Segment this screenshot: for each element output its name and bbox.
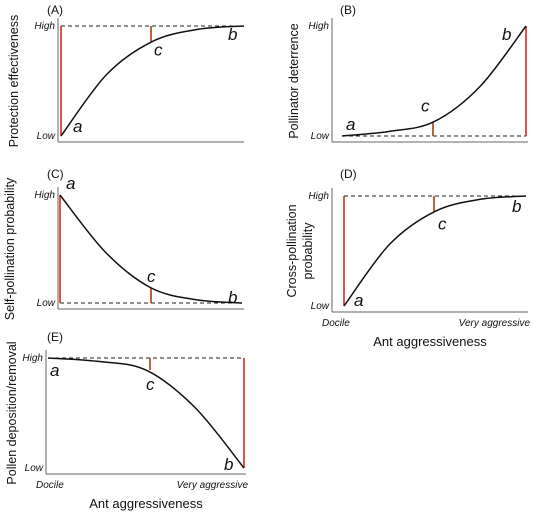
x-axis-label: Ant aggressiveness <box>89 496 203 511</box>
y-tick-label: High <box>34 190 55 201</box>
point-label-a: a <box>66 174 75 193</box>
x-axis-label: Ant aggressiveness <box>373 334 487 349</box>
x-tick-label: Docile <box>322 318 350 329</box>
y-tick-label: High <box>308 21 329 32</box>
panel-2: (B) High Low Pollinator deterrence a c b <box>287 3 528 143</box>
panel-label: (D) <box>340 167 357 181</box>
y-tick-label: High <box>34 21 55 32</box>
y-axis-label: Pollinator deterrence <box>287 23 301 138</box>
y-axis-label: Pollen deposition/removal <box>5 341 19 484</box>
point-label-c: c <box>154 40 163 59</box>
point-label-a: a <box>50 361 59 380</box>
y-tick-label: High <box>308 191 329 202</box>
panel-3: (C) High Low Self-pollination probability a c… <box>3 167 244 320</box>
panel-4: (D) High Low Cross-pollination probability a c… <box>285 167 530 349</box>
y-tick-label: Low <box>37 298 56 309</box>
point-label-b: b <box>224 455 233 474</box>
series-line <box>343 195 527 307</box>
series-line <box>59 194 243 304</box>
y-tick-label: Low <box>311 131 330 142</box>
y-axis-label: Cross-pollination <box>285 204 299 297</box>
point-label-c: c <box>146 375 155 394</box>
panel-label: (B) <box>340 3 356 17</box>
y-tick-label: High <box>22 353 43 364</box>
y-tick-label: Low <box>25 463 44 474</box>
series-line <box>341 25 527 137</box>
y-tick-label: Low <box>311 301 330 312</box>
series-line <box>47 357 245 469</box>
x-tick-label: Docile <box>36 480 64 491</box>
point-label-c: c <box>147 267 156 286</box>
x-tick-label: Very aggressive <box>177 480 249 491</box>
panel-1: (A) High Low Protection effectiveness a c b <box>7 3 245 147</box>
y-axis-label: probability <box>301 222 315 280</box>
y-axis-label: Protection effectiveness <box>7 15 21 147</box>
point-label-a: a <box>354 291 363 310</box>
point-label-b: b <box>228 288 237 307</box>
point-label-a: a <box>73 117 82 136</box>
point-label-a: a <box>346 115 355 134</box>
point-label-c: c <box>421 97 430 116</box>
panel-label: (C) <box>47 167 64 181</box>
panel-5: (E) High Low Pollen deposition/removal a c b Do… <box>5 330 248 511</box>
point-label-b: b <box>502 25 511 44</box>
panel-label: (A) <box>47 3 63 17</box>
y-axis-label: Self-pollination probability <box>3 177 17 320</box>
x-tick-label: Very aggressive <box>459 318 531 329</box>
series-line <box>60 25 245 137</box>
y-tick-label: Low <box>37 131 56 142</box>
point-label-b: b <box>228 25 237 44</box>
panel-label: (E) <box>47 330 63 344</box>
point-label-b: b <box>512 197 521 216</box>
point-label-c: c <box>438 214 447 233</box>
